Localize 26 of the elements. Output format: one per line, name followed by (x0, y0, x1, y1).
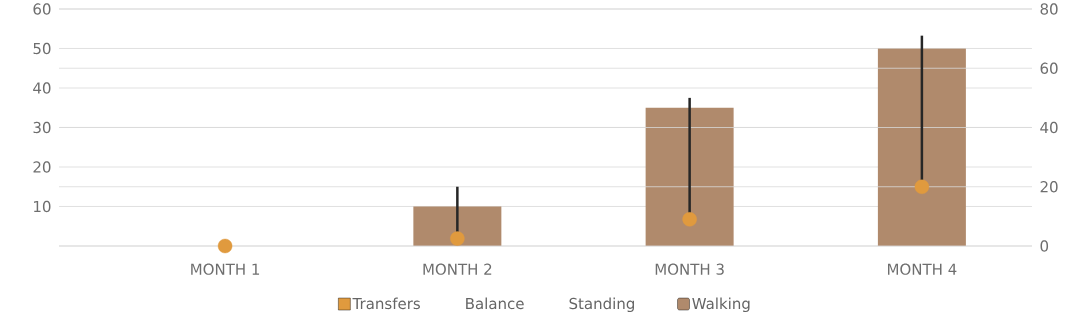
text: Standing (569, 297, 634, 313)
y2-tick-label: 60 (1040, 62, 1058, 74)
bar (645, 107, 734, 246)
point (914, 179, 930, 194)
y-tick-label: 50 (33, 42, 51, 55)
x-tick-label: MONTH 1 (191, 263, 260, 275)
x-tick-label: MONTH 2 (423, 263, 492, 275)
y2-tick-label: 40 (1040, 121, 1058, 134)
y2-tick-label: 0 (1040, 240, 1049, 252)
y-tick-label: 60 (33, 3, 51, 15)
x-tick-label: MONTH 4 (888, 263, 957, 275)
y2-tick-label: 80 (1040, 3, 1058, 15)
y-tick-label: 20 (33, 161, 51, 173)
bar (877, 48, 966, 246)
text: Balance (466, 297, 524, 310)
point (217, 238, 233, 254)
legend-label: Walking (692, 297, 750, 313)
y-tick-label: 30 (33, 121, 51, 134)
y2-tick-label: 20 (1040, 181, 1058, 193)
point (450, 231, 465, 246)
x-tick-label: MONTH 3 (655, 263, 724, 275)
bar (413, 206, 502, 246)
legend-label: Transfers (352, 297, 420, 310)
y-tick-label: 10 (34, 200, 51, 213)
point (682, 212, 697, 227)
y-tick-label: 40 (33, 82, 51, 94)
